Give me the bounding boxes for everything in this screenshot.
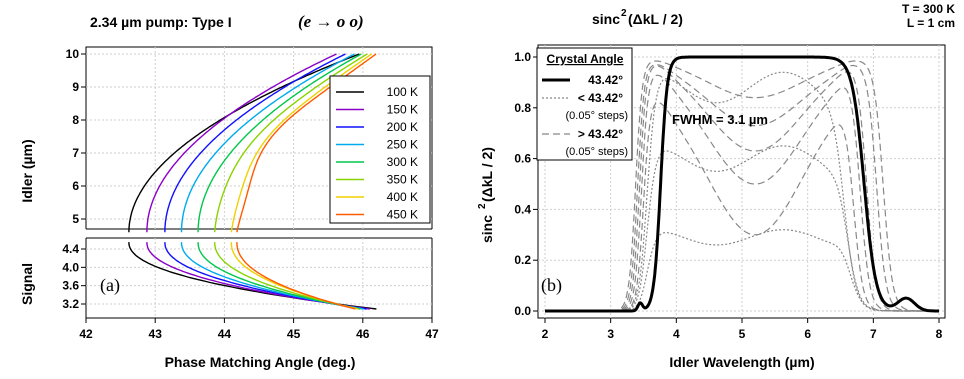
legend-a-item: 150 K [387,103,418,117]
signal-tick-label: 3.6 [62,279,79,293]
ticks-b: 2 3 4 5 6 7 8 0.0 0.2 0.4 0.6 0.8 1.0 [514,50,942,341]
idler-tick-label: 5 [72,212,79,226]
panel-b-ylabel-sup: 2 [477,203,488,209]
legend-a-item: 100 K [387,85,418,99]
idler-tick-label: 9 [72,80,79,94]
legend-a-item: 200 K [387,120,418,134]
legend-a-item: 350 K [387,173,418,187]
x-tick-label: 45 [287,327,301,341]
panel-a-ylabel-idler: Idler (µm) [19,139,35,202]
idler-tick-label: 7 [72,146,79,160]
legend-a-item: 450 K [387,208,418,222]
curves-b [545,55,939,313]
legend-a: 100 K 150 K 200 K 250 K 300 K 350 K 400 K 450 K [329,75,431,224]
idler-curve-200k [164,53,346,233]
legend-b-item-main: 43.42° [588,73,623,87]
panel-a-title-math: (e → o o) [298,12,364,31]
signal-curve-350k [214,242,360,310]
idler-curve-300k [197,53,362,233]
x-tick-label: 43 [149,327,163,341]
break-gap [86,236,432,318]
panel-b-ylabel-main: sinc [479,215,495,243]
panel-b-title-rest: (ΔkL / 2) [628,11,683,27]
axis-break [80,229,436,238]
y-tick-label: 0.6 [514,152,531,166]
idler-tick-label: 8 [72,113,79,127]
panel-b-note-line2: L = 1 cm [907,16,955,30]
x-tick-label: 5 [739,327,746,341]
signal-tick-label: 3.2 [62,297,79,311]
x-tick-label: 3 [607,327,614,341]
legend-b: Crystal Angle 43.42° < 43.42° (0.05° ste… [536,47,633,161]
fwhm-annotation: FWHM = 3.1 µm [672,112,768,127]
signal-tick-label: 4.0 [62,260,79,274]
x-tick-label: 42 [79,327,93,341]
x-tick-label: 47 [425,327,439,341]
signal-tick-label: 4.4 [62,242,79,256]
panel-b-note-line1: T = 300 K [902,2,955,16]
x-tick-label: 4 [673,327,680,341]
idler-curve-350k [214,53,368,233]
panel-b-ylabel: sinc 2 (ΔkL / 2) [477,147,495,243]
curve-main [545,55,939,313]
panel-a-xlabel: Phase Matching Angle (deg.) [165,354,356,370]
x-tick-label: 46 [356,327,370,341]
legend-b-item-above: > 43.42° [578,127,623,141]
idler-tick-label: 6 [72,179,79,193]
panel-b-xlabel: Idler Wavelength (µm) [669,354,814,370]
curve-above-1 [545,101,939,312]
panel-a-ylabel-signal: Signal [19,263,35,305]
y-tick-label: 0.8 [514,101,531,115]
x-tick-label: 44 [218,327,232,341]
signal-curve-250k [180,242,364,310]
legend-a-item: 250 K [387,138,418,152]
panel-a-title: 2.34 µm pump: Type I [90,14,232,30]
y-tick-label: 0.2 [514,253,531,267]
x-tick-label: 7 [870,327,877,341]
legend-b-box [536,47,633,161]
panel-b-title-main: sinc [592,11,620,27]
ticks-a: 42 43 44 45 46 47 5 6 7 8 9 10 3.2 3.6 4.0 4.4 [62,47,439,341]
legend-a-box [329,75,431,224]
legend-b-item-below-steps: (0.05° steps) [566,110,628,122]
legend-b-title: Crystal Angle [547,52,624,66]
legend-a-item: 400 K [387,190,418,204]
x-tick-label: 8 [936,327,943,341]
x-tick-label: 2 [542,327,549,341]
y-tick-label: 0.0 [514,304,531,318]
panel-a: 2.34 µm pump: Type I (e → o o) 42 43 44 45 4… [19,12,439,370]
curve-above-2 [545,74,939,312]
panel-b-title-sup: 2 [621,8,627,19]
idler-curve-250k [180,53,355,233]
idler-curve-150k [146,53,337,233]
x-tick-label: 6 [804,327,811,341]
signal-curve-150k [146,242,370,310]
idler-tick-label: 10 [66,47,80,61]
legend-a-item: 300 K [387,155,418,169]
panel-a-label: (a) [100,275,120,296]
panel-b: sinc 2 (ΔkL / 2) T = 300 K L = 1 cm 2 3 4 5… [477,2,955,370]
panel-b-ylabel-rest: (ΔkL / 2) [479,147,495,202]
y-tick-label: 0.4 [514,202,531,216]
y-tick-label: 1.0 [514,50,531,64]
signal-curve-300k [197,242,361,310]
legend-b-item-above-steps: (0.05° steps) [566,146,628,158]
legend-b-item-below: < 43.42° [578,91,623,105]
signal-curve-450k [236,242,356,310]
curve-above-4 [545,63,939,312]
panel-b-label: (b) [541,275,562,296]
